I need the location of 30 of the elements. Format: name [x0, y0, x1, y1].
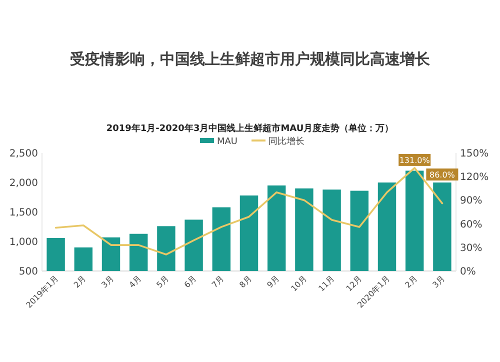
legend-label: 同比增长 — [268, 136, 305, 147]
y2-tick-label: 150% — [460, 148, 489, 160]
x-tick-label: 8月 — [238, 274, 254, 290]
legend-label: MAU — [217, 137, 238, 147]
x-tick-label: 10月 — [289, 274, 309, 294]
x-tick-label: 9月 — [265, 274, 282, 290]
y-tick-label: 2,000 — [9, 178, 38, 189]
x-tick-label: 4月 — [127, 274, 144, 290]
chart-subtitle: 2019年1月-2020年3月中国线上生鲜超市MAU月度走势（单位：万） — [106, 123, 394, 134]
y-tick-label: 2,500 — [9, 148, 38, 160]
y-tick-label: 1,000 — [9, 237, 38, 248]
y2-tick-label: 0% — [460, 266, 476, 278]
y-tick-label: 1,500 — [9, 208, 38, 218]
x-tick-label: 5月 — [154, 274, 171, 290]
data-label: 86.0% — [429, 170, 456, 180]
y2-tick-label: 60% — [460, 219, 482, 230]
x-tick-label: 2月 — [403, 274, 420, 290]
y2-tick-label: 30% — [460, 242, 482, 254]
x-tick-label: 6月 — [182, 274, 198, 290]
data-label: 131.0% — [399, 156, 430, 165]
x-tick-label: 2月 — [72, 274, 88, 290]
y-tick-label: 500 — [18, 266, 38, 278]
x-tick-label: 12月 — [344, 274, 364, 294]
y2-tick-label: 90% — [460, 196, 482, 207]
x-tick-label: 3月 — [430, 274, 447, 290]
x-tick-label: 7月 — [210, 274, 226, 290]
y2-tick-label: 120% — [460, 172, 489, 184]
x-tick-label: 11月 — [316, 274, 336, 294]
x-tick-label: 3月 — [100, 274, 116, 290]
chart-title: 受疫情影响，中国线上生鲜超市用户规模同比高速增长 — [69, 50, 431, 68]
